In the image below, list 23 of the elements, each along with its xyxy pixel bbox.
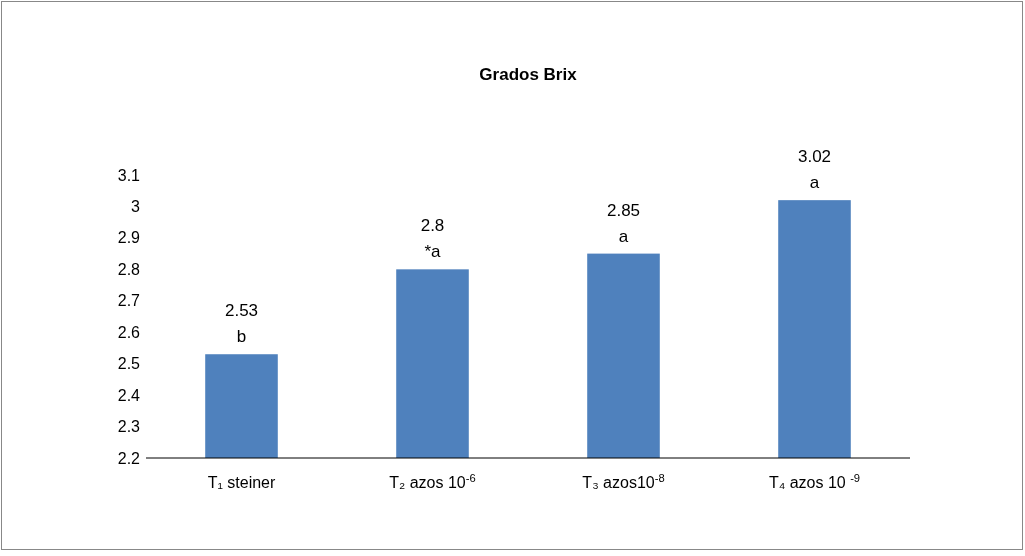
y-tick-label: 2.5 xyxy=(117,355,141,373)
chart-title: Grados Brix xyxy=(479,65,578,84)
data-label: 3.02 xyxy=(797,147,832,167)
y-tick-label: 3.1 xyxy=(117,166,141,184)
annotation: b xyxy=(236,327,247,347)
y-tick-label: 2.7 xyxy=(117,292,141,310)
y-tick-label: 2.9 xyxy=(117,229,141,247)
data-label: 2.53 xyxy=(224,301,259,321)
x-tick-label: T₂ azos 10$^{-6}$ xyxy=(389,472,476,491)
data-label: 2.8 xyxy=(420,216,445,236)
y-tick-label: 2.2 xyxy=(117,449,141,467)
annotation: a xyxy=(809,173,820,193)
data-label: 2.85 xyxy=(606,200,641,220)
y-tick-label: 3 xyxy=(131,198,141,216)
annotation: *a xyxy=(424,242,442,262)
y-tick-label: 2.6 xyxy=(117,323,141,341)
x-tick-label: T₄ azos 10 $^{-9}$ xyxy=(768,472,861,491)
annotation: a xyxy=(618,226,629,246)
y-tick-label: 2.8 xyxy=(117,260,141,278)
y-tick-label: 2.4 xyxy=(117,386,141,404)
x-tick-label: T₃ azos10$^{-8}$ xyxy=(582,472,665,491)
y-tick-label: 2.3 xyxy=(117,418,141,436)
x-tick-label: T₁ steiner xyxy=(207,474,276,491)
